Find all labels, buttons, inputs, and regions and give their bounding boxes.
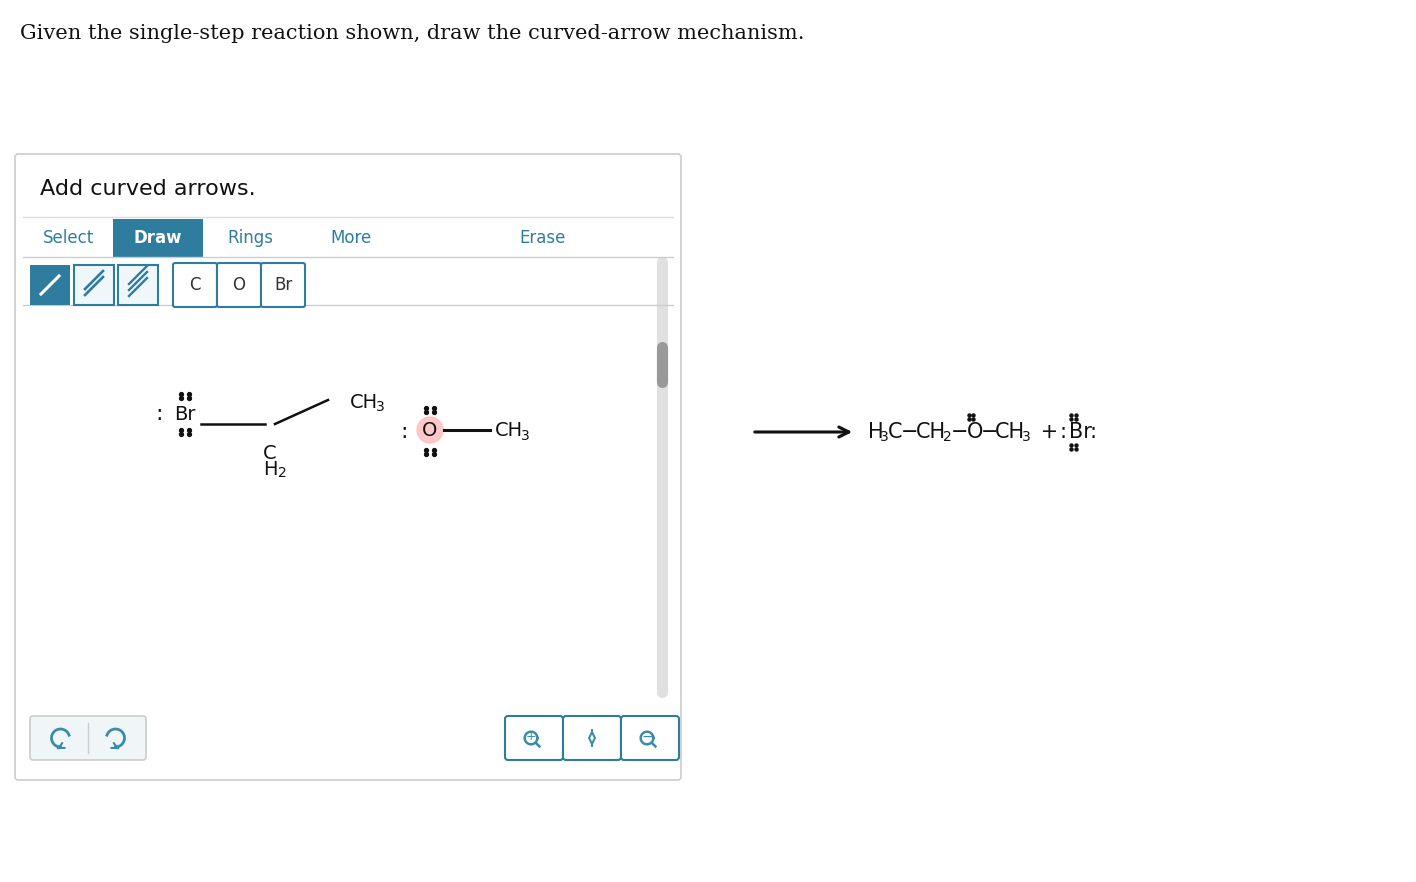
- FancyBboxPatch shape: [622, 716, 680, 760]
- Text: 3: 3: [879, 430, 889, 444]
- Text: −: −: [981, 422, 998, 442]
- FancyBboxPatch shape: [261, 263, 304, 307]
- Text: 3: 3: [377, 400, 385, 414]
- FancyBboxPatch shape: [564, 716, 622, 760]
- Text: 3: 3: [1022, 430, 1031, 444]
- Text: O: O: [232, 276, 245, 294]
- Text: :: :: [1090, 422, 1097, 442]
- Text: H: H: [263, 460, 278, 479]
- Text: Rings: Rings: [228, 229, 273, 247]
- Text: Br: Br: [273, 276, 292, 294]
- Text: CH: CH: [916, 422, 946, 442]
- Text: +: +: [1034, 422, 1065, 442]
- Text: CH: CH: [995, 422, 1025, 442]
- FancyBboxPatch shape: [118, 265, 159, 305]
- Text: Erase: Erase: [520, 229, 566, 247]
- FancyBboxPatch shape: [506, 716, 564, 760]
- Text: CH: CH: [350, 392, 378, 412]
- FancyBboxPatch shape: [217, 263, 261, 307]
- Text: Br: Br: [174, 405, 195, 423]
- Text: −: −: [641, 730, 653, 744]
- FancyBboxPatch shape: [30, 716, 146, 760]
- FancyBboxPatch shape: [16, 154, 681, 780]
- Circle shape: [416, 417, 443, 443]
- Text: 2: 2: [943, 430, 952, 444]
- Text: :: :: [1061, 422, 1068, 442]
- FancyBboxPatch shape: [113, 219, 202, 257]
- Text: −: −: [901, 422, 919, 442]
- Text: C: C: [888, 422, 902, 442]
- Text: −: −: [952, 422, 969, 442]
- Text: C: C: [190, 276, 201, 294]
- FancyBboxPatch shape: [30, 265, 69, 305]
- Text: Add curved arrows.: Add curved arrows.: [40, 179, 256, 199]
- Text: :: :: [401, 422, 408, 442]
- Text: CH: CH: [496, 421, 523, 439]
- Text: C: C: [263, 444, 276, 463]
- Text: O: O: [967, 422, 983, 442]
- Text: Select: Select: [42, 229, 93, 247]
- Text: 3: 3: [521, 429, 530, 443]
- Text: :: :: [156, 404, 163, 424]
- Text: +: +: [525, 730, 537, 744]
- Text: Draw: Draw: [133, 229, 183, 247]
- Text: O: O: [422, 421, 438, 439]
- FancyBboxPatch shape: [173, 263, 217, 307]
- FancyBboxPatch shape: [74, 265, 115, 305]
- Text: More: More: [330, 229, 371, 247]
- Text: 2: 2: [278, 466, 287, 480]
- Text: H: H: [868, 422, 884, 442]
- Text: Given the single-step reaction shown, draw the curved-arrow mechanism.: Given the single-step reaction shown, dr…: [20, 24, 804, 43]
- Text: Br: Br: [1069, 422, 1092, 442]
